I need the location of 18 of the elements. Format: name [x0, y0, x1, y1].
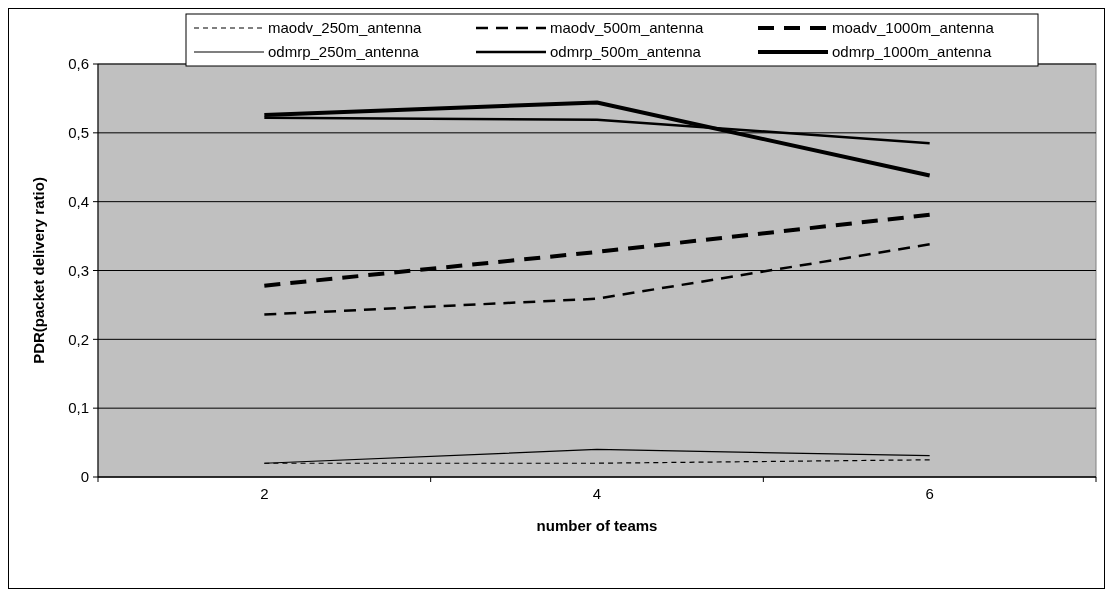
legend-label: moadv_1000m_antenna — [832, 19, 995, 37]
y-tick-label: 0,1 — [68, 399, 89, 417]
y-tick-label: 0,4 — [68, 192, 89, 210]
x-tick-label: 2 — [260, 485, 269, 502]
legend-label: maodv_250m_antenna — [268, 19, 423, 37]
legend-label: odmrp_500m_antenna — [550, 43, 702, 61]
x-tick-label: 6 — [925, 485, 934, 502]
y-axis-title: PDR(packet delivery ratio) — [30, 177, 47, 364]
y-tick-label: 0,5 — [68, 124, 89, 142]
legend-label: odmrp_1000m_antenna — [832, 43, 992, 61]
legend-label: odmrp_250m_antenna — [268, 43, 420, 61]
y-tick-label: 0,2 — [68, 330, 89, 348]
y-tick-label: 0,3 — [68, 261, 89, 279]
x-tick-label: 4 — [592, 485, 602, 502]
y-tick-label: 0 — [80, 468, 89, 486]
y-tick-label: 0,6 — [68, 55, 89, 73]
x-axis-title: number of teams — [536, 517, 658, 534]
legend-label: maodv_500m_antenna — [550, 19, 705, 37]
